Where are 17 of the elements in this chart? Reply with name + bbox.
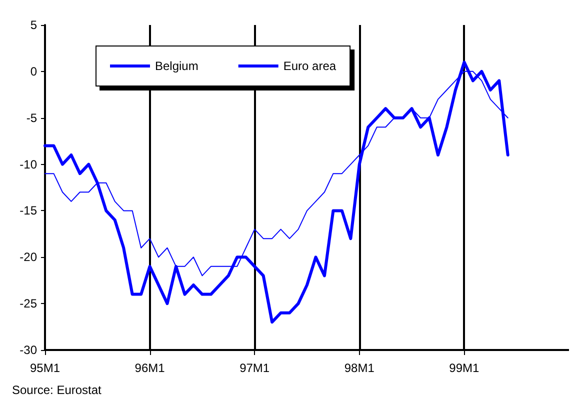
line-series: [44, 60, 510, 324]
x-tick-label: 97M1: [240, 361, 270, 375]
y-tick-label: -30: [20, 343, 38, 357]
x-tick-label: 99M1: [449, 361, 480, 375]
x-tick-label: 96M1: [134, 361, 166, 375]
y-tick-label: -5: [26, 110, 38, 125]
y-tick-label: -15: [20, 204, 38, 218]
x-tick-label: 98M1: [344, 361, 375, 375]
y-tick-label: -20: [20, 250, 38, 264]
legend-label: Belgium: [155, 59, 198, 73]
source-note: Source: Eurostat: [12, 383, 102, 397]
x-tick-label: 95M1: [30, 361, 60, 375]
y-tick-label: -25: [20, 296, 38, 311]
y-tick-label: 0: [30, 64, 38, 78]
legend-label: Euro area: [283, 59, 336, 73]
y-tick-label: -10: [20, 157, 38, 172]
y-tick-label: 5: [30, 18, 38, 32]
